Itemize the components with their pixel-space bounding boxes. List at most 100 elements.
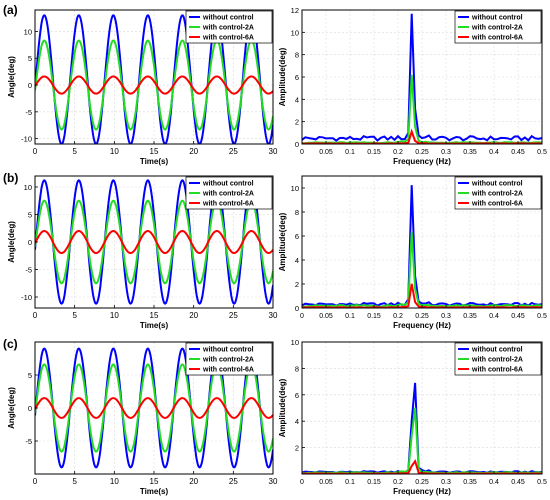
y-axis-label: Angle(deg): [7, 56, 16, 98]
legend-entry: with control-6A: [202, 201, 254, 208]
series-line-without-control: [35, 347, 273, 469]
x-tick-label: 0.05: [319, 479, 333, 486]
y-tick-label: 5: [28, 371, 32, 380]
y-tick-label: 6: [295, 232, 299, 241]
x-tick-label: 15: [150, 311, 159, 320]
x-tick-label: 0.4: [489, 313, 499, 320]
x-tick-label: 0.5: [537, 479, 547, 486]
y-tick-label: 2: [295, 118, 299, 127]
y-axis-label: Amplitude(deg): [278, 378, 287, 437]
x-tick-label: 0.15: [367, 313, 381, 320]
series-line-with-control-6a: [35, 397, 273, 419]
legend-entry: without control: [202, 347, 254, 354]
x-tick-label: 0.45: [511, 313, 525, 320]
series-line-without-control: [302, 13, 542, 142]
x-tick-label: 0.15: [367, 479, 381, 486]
x-tick-label: 10: [110, 311, 119, 320]
y-tick-label: 8: [295, 364, 299, 373]
x-tick-label: 0: [33, 147, 38, 156]
x-tick-label: 0.5: [537, 149, 547, 156]
y-tick-label: 0: [295, 140, 299, 149]
y-tick-label: 0: [28, 238, 32, 247]
legend-entry: with control-2A: [202, 357, 254, 364]
y-tick-label: 10: [291, 338, 299, 347]
x-tick-label: 15: [150, 477, 159, 486]
x-tick-label: 0.5: [537, 313, 547, 320]
legend-entry: with control-2A: [471, 25, 523, 32]
x-tick-label: 15: [150, 147, 159, 156]
y-tick-label: 5: [28, 211, 32, 220]
x-tick-label: 0.05: [319, 313, 333, 320]
x-tick-label: 25: [229, 147, 238, 156]
legend-entry: without control: [471, 15, 523, 22]
x-axis-label: Time(s): [140, 321, 169, 330]
chart-panels: 0 5 10 15 20 25 30-10-50510Time(s)Angle(deg)wi…: [7, 6, 547, 496]
y-tick-label: -5: [25, 266, 32, 275]
legend-box: [185, 176, 273, 210]
y-tick-label: 8: [295, 51, 299, 60]
x-tick-label: 0.4: [489, 149, 499, 156]
x-tick-label: 0: [300, 479, 304, 486]
chart-c-freq: 0 0.05 0.1 0.15 0.2 0.25 0.3 0.35 0.4 0.45 0.5 2 4 6 8…: [278, 338, 547, 496]
legend-entry: with control-2A: [202, 191, 254, 198]
y-tick-label: 10: [24, 27, 32, 36]
legend-entry: without control: [471, 181, 523, 188]
x-tick-label: 0.3: [441, 479, 451, 486]
x-tick-label: 20: [189, 147, 198, 156]
y-tick-label: 8: [295, 208, 299, 217]
series-line-without-control: [302, 185, 542, 307]
y-tick-label: 2: [295, 444, 299, 453]
y-axis-label: Amplitude(deg): [278, 212, 287, 271]
y-tick-label: 0: [28, 81, 32, 90]
x-tick-label: 0.05: [319, 149, 333, 156]
legend-entry: with control-6A: [471, 201, 523, 208]
x-tick-label: 0.2: [393, 149, 403, 156]
x-tick-label: 0.1: [345, 313, 355, 320]
legend-entry: without control: [471, 347, 523, 354]
legend-box: [454, 176, 542, 210]
x-tick-label: 0.45: [511, 479, 525, 486]
y-axis-label: Angle(deg): [7, 221, 16, 263]
x-tick-label: 5: [72, 477, 77, 486]
x-tick-label: 0.25: [415, 149, 429, 156]
y-axis-label: Amplitude(deg): [278, 47, 287, 106]
x-tick-label: 30: [269, 477, 278, 486]
x-tick-label: 10: [110, 477, 119, 486]
x-tick-label: 5: [72, 311, 77, 320]
x-tick-label: 0.1: [345, 479, 355, 486]
x-tick-label: 10: [110, 147, 119, 156]
chart-b-freq: 0 0.05 0.1 0.15 0.2 0.25 0.3 0.35 0.4 0.45 0.5 0 2 4 6…: [278, 175, 547, 330]
legend-entry: with control-6A: [202, 367, 254, 374]
y-tick-label: 10: [291, 184, 299, 193]
y-tick-label: -5: [25, 108, 32, 117]
y-tick-label: 10: [24, 183, 32, 192]
x-tick-label: 0.45: [511, 149, 525, 156]
x-tick-label: 20: [189, 477, 198, 486]
x-axis-label: Frequency (Hz): [393, 157, 451, 166]
y-tick-label: 12: [291, 6, 299, 15]
series-line-with-control-6a: [35, 230, 273, 254]
x-tick-label: 20: [189, 311, 198, 320]
legend-box: [454, 10, 542, 44]
x-tick-label: 0.35: [463, 149, 477, 156]
chart-a-freq: 0 0.05 0.1 0.15 0.2 0.25 0.3 0.35 0.4 0.45 0.5 0 2 4 6…: [278, 6, 547, 166]
x-tick-label: 0: [33, 311, 38, 320]
x-tick-label: 0.35: [463, 313, 477, 320]
chart-c-time: 0 5 10 15 20 25 30 -5 0 5 Time(s) Angle(deg) without…: [7, 341, 278, 496]
x-axis-label: Time(s): [140, 157, 169, 166]
x-tick-label: 0.1: [345, 149, 355, 156]
chart-b-time: 0 5 10 15 20 25 30 -10 -5 0 5 10 Time(s) Angle(deg) wi…: [7, 175, 278, 330]
y-tick-label: 4: [295, 417, 299, 426]
row-label-a: (a): [3, 3, 18, 17]
legend-entry: with control-2A: [471, 357, 523, 364]
x-tick-label: 0.25: [415, 313, 429, 320]
x-tick-label: 0.25: [415, 479, 429, 486]
x-tick-label: 30: [269, 147, 278, 156]
legend-entry: with control-6A: [471, 35, 523, 42]
legend-box: [185, 342, 273, 376]
legend-entry: with control-6A: [202, 35, 254, 42]
y-tick-label: 10: [291, 28, 299, 37]
x-tick-label: 0.2: [393, 479, 403, 486]
y-tick-label: -10: [21, 135, 32, 144]
row-label-b: (b): [3, 171, 18, 185]
